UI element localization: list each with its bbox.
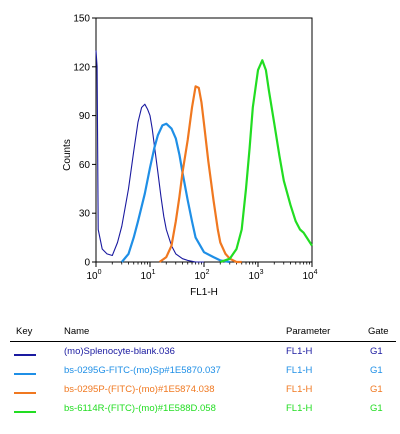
legend-header-gate: Gate [368,326,389,337]
plot-border [95,17,313,263]
x-tick-base: 10 [302,271,314,282]
legend-header: Key Name Parameter Gate [0,326,400,340]
legend-gate: G1 [370,384,383,395]
y-axis-label: Counts [62,139,73,171]
y-tick-label: 90 [79,111,91,122]
legend-swatch [14,392,36,394]
legend-name: bs-6114R-(FITC)-(mo)#1E588D.058 [64,403,216,414]
legend-divider [10,341,396,342]
legend-name: bs-0295P-(FITC)-(mo)#1E5874.038 [64,384,215,395]
legend-parameter: FL1-H [286,384,313,395]
legend-name: bs-0295G-FITC-(mo)Sp#1E5870.037 [64,365,221,376]
x-axis: 100 101 102 103 104 [86,262,318,282]
x-tick-label: 101 [140,269,155,282]
legend-gate: G1 [370,365,383,376]
y-tick-label: 150 [73,14,90,25]
series-line-bs-0295g-fitc-mo-sp-1e5870-037 [120,122,230,264]
x-tick-label: 102 [194,269,209,282]
plot-frame [95,17,313,263]
x-tick-label: 104 [302,269,317,282]
y-tick-label: 0 [84,258,90,269]
series-line-bs-6114r-fitc-mo-1e588d-058 [219,59,313,264]
legend-gate: G1 [370,403,383,414]
legend-row: bs-0295P-(FITC)-(mo)#1E5874.038 FL1-H G1 [0,384,400,398]
x-tick-exponent: 3 [260,269,264,276]
x-tick-exponent: 2 [206,269,210,276]
legend-header-parameter: Parameter [286,326,331,337]
y-axis: 0 30 60 90 120 150 [73,14,96,269]
series-line-mo-splenocyte-blank-036 [95,50,204,263]
legend-name: (mo)Splenocyte-blank.036 [64,346,175,357]
x-tick-base: 10 [194,271,206,282]
x-tick-exponent: 4 [314,269,318,276]
y-tick-label: 30 [79,209,91,220]
legend-swatch [14,373,36,375]
legend-parameter: FL1-H [286,346,313,357]
x-tick-exponent: 0 [98,269,102,276]
x-tick-label: 103 [248,269,263,282]
x-tick-exponent: 1 [152,269,156,276]
y-tick-label: 60 [79,160,91,171]
legend-parameter: FL1-H [286,403,313,414]
x-axis-label: FL1-H [190,287,218,298]
legend-gate: G1 [370,346,383,357]
y-tick-label: 120 [73,62,90,73]
legend-swatch [14,354,36,356]
legend-row: bs-0295G-FITC-(mo)Sp#1E5870.037 FL1-H G1 [0,365,400,379]
legend-row: (mo)Splenocyte-blank.036 FL1-H G1 [0,346,400,360]
x-tick-base: 10 [140,271,152,282]
legend-parameter: FL1-H [286,365,313,376]
legend-row: bs-6114R-(FITC)-(mo)#1E588D.058 FL1-H G1 [0,403,400,417]
x-tick-label: 100 [86,269,101,282]
legend-swatch [14,411,36,413]
x-tick-base: 10 [248,271,260,282]
series-layer [95,50,313,264]
series-line-bs-0295p-fitc-mo-1e5874-038 [158,85,242,264]
legend-header-name: Name [64,326,90,337]
x-tick-base: 10 [86,271,98,282]
legend-header-key: Key [16,326,33,337]
